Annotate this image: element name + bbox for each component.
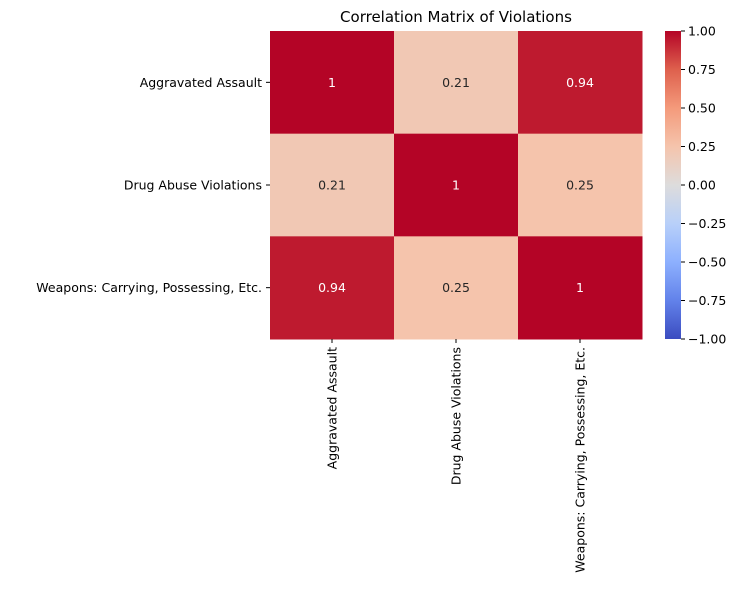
heatmap-cell (518, 133, 643, 237)
column-tick-label: Drug Abuse Violations (449, 347, 464, 485)
heatmap-cell (394, 31, 519, 135)
heatmap-cell (518, 236, 643, 340)
row-tick-labels: Aggravated Assault Drug Abuse Violations W… (36, 75, 270, 295)
cell-annotation: 0.21 (442, 75, 470, 90)
row-tick-label: Drug Abuse Violations (124, 178, 262, 193)
cell-annotation: 0.25 (442, 280, 470, 295)
heatmap-cell (270, 236, 395, 340)
cell-annotation: 0.21 (318, 178, 346, 193)
colorbar-tick-label: 1.00 (688, 24, 716, 39)
colorbar-tick-label: 0.25 (688, 139, 716, 154)
colorbar-tick-label: 0.75 (688, 62, 716, 77)
colorbar-tick-label: 0.00 (688, 178, 716, 193)
cell-annotation: 0.25 (566, 178, 594, 193)
heatmap-annotations: 1 0.21 0.94 0.21 1 0.25 0.94 0.25 1 (318, 75, 594, 295)
colorbar-tick-label: −0.75 (688, 293, 726, 308)
colorbar-tick-label: −0.50 (688, 255, 726, 270)
colorbar-tick-label: 0.50 (688, 101, 716, 116)
colorbar-gradient (665, 31, 681, 339)
heatmap-cell (394, 236, 519, 340)
row-tick-label: Weapons: Carrying, Possessing, Etc. (36, 280, 262, 295)
cell-annotation: 0.94 (566, 75, 594, 90)
heatmap-cell (518, 31, 643, 135)
heatmap-cells (270, 31, 643, 340)
cell-annotation: 1 (576, 280, 584, 295)
colorbar-tick-label: −0.25 (688, 216, 726, 231)
cell-annotation: 0.94 (318, 280, 346, 295)
row-tick-label: Aggravated Assault (140, 75, 262, 90)
column-tick-label: Weapons: Carrying, Possessing, Etc. (573, 347, 588, 573)
colorbar-tick-label: −1.00 (688, 332, 726, 347)
heatmap-cell (394, 133, 519, 237)
heatmap-cell (270, 31, 395, 135)
cell-annotation: 1 (452, 178, 460, 193)
heatmap-cell (270, 133, 395, 237)
chart-title: Correlation Matrix of Violations (340, 8, 572, 26)
colorbar (665, 31, 681, 339)
column-tick-label: Aggravated Assault (325, 347, 340, 469)
colorbar-ticks: 1.00 0.75 0.50 0.25 0.00 −0.25 −0.50 −0.75 −1.00 (681, 24, 726, 347)
cell-annotation: 1 (328, 75, 336, 90)
column-tick-labels: Aggravated Assault Drug Abuse Violations W… (325, 339, 588, 573)
